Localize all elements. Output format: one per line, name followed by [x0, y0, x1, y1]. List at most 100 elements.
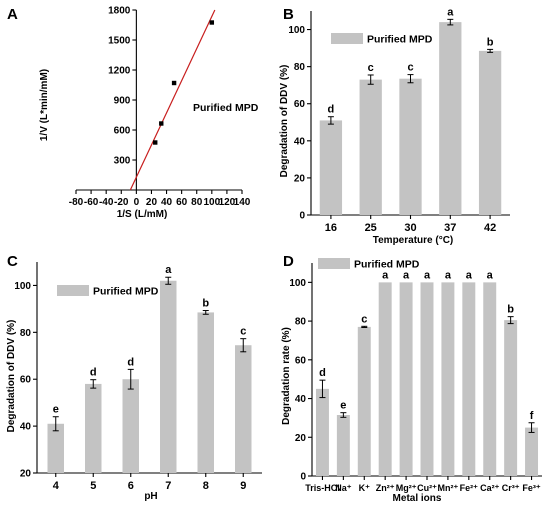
- significance-letter: d: [328, 104, 335, 116]
- x-tick-label: 140: [234, 197, 251, 208]
- bar: [47, 423, 64, 473]
- significance-letter: d: [90, 367, 97, 379]
- x-tick-label: 0: [134, 197, 140, 208]
- x-tick-label: 40: [161, 197, 173, 208]
- significance-letter: d: [127, 356, 134, 368]
- bar: [357, 326, 371, 476]
- bar: [483, 282, 497, 476]
- panel-d-letter: D: [283, 253, 294, 270]
- y-tick-label: 60: [20, 375, 32, 386]
- x-tick-label: Zn²⁺: [376, 483, 395, 493]
- significance-letter: a: [382, 269, 389, 281]
- panel-c-letter: C: [7, 253, 18, 270]
- x-tick-label: Tris-HCl: [305, 483, 340, 493]
- data-point: [171, 80, 177, 86]
- bar: [399, 282, 413, 476]
- legend-label: Purified MPD: [367, 34, 433, 46]
- panel-a-letter: A: [7, 6, 18, 23]
- y-tick-label: 100: [14, 281, 31, 292]
- legend-swatch: [318, 258, 350, 269]
- significance-letter: b: [202, 298, 209, 310]
- x-axis-label: Temperature (°C): [373, 235, 454, 246]
- x-tick-label: 7: [165, 480, 171, 492]
- x-tick-label: K⁺: [359, 483, 370, 493]
- x-axis-label: Metal ions: [393, 493, 442, 504]
- x-axis-label: 1/S (L/mM): [117, 209, 168, 220]
- panel-d-bar-chart: Metal ions Degradation rate (%) 0 20 40 60 8…: [281, 258, 542, 504]
- x-tick-label: 4: [53, 480, 60, 492]
- y-tick-label: 300: [114, 156, 131, 167]
- x-tick-label: 30: [404, 222, 416, 234]
- x-tick-label: 9: [240, 480, 246, 492]
- significance-letter: a: [466, 269, 473, 281]
- y-tick-label: 60: [294, 99, 306, 110]
- significance-letter: e: [53, 404, 59, 416]
- bar: [319, 120, 343, 215]
- x-tick-label: 42: [484, 222, 496, 234]
- bar: [359, 79, 382, 215]
- x-tick-label: -60: [84, 197, 99, 208]
- bar: [462, 282, 476, 476]
- x-tick-label: 37: [444, 222, 456, 234]
- x-axis-label: pH: [144, 491, 157, 502]
- bar: [399, 78, 422, 215]
- legend-label: Purified MPD: [354, 259, 420, 271]
- y-tick-label: 80: [20, 328, 32, 339]
- legend-label: Purified MPD: [93, 286, 159, 298]
- significance-letter: a: [165, 264, 172, 276]
- x-tick-label: -40: [99, 197, 114, 208]
- y-tick-label: 40: [20, 422, 32, 433]
- y-tick-label: 600: [114, 126, 131, 137]
- x-tick-label: 16: [325, 222, 337, 234]
- significance-letter: b: [487, 36, 494, 48]
- y-tick-label: 100: [289, 278, 306, 289]
- x-tick-label: 120: [219, 197, 236, 208]
- x-tick-label: 25: [365, 222, 377, 234]
- y-tick-label: 20: [294, 173, 306, 184]
- x-tick-label: Mg²⁺: [396, 483, 417, 493]
- x-tick-label: 8: [203, 480, 209, 492]
- bar: [160, 280, 177, 473]
- fit-line: [129, 9, 216, 191]
- y-tick-label: 80: [294, 62, 306, 73]
- y-tick-label: 1800: [108, 6, 131, 17]
- x-tick-label: Na⁺: [335, 483, 352, 493]
- y-tick-label: 40: [294, 136, 306, 147]
- significance-letter: a: [487, 269, 494, 281]
- y-tick-label: 60: [295, 355, 307, 366]
- x-tick-label: Cr³⁺: [502, 483, 520, 493]
- x-tick-label: 80: [191, 197, 203, 208]
- significance-letter: a: [403, 269, 410, 281]
- x-tick-label: 60: [176, 197, 188, 208]
- y-tick-label: 80: [295, 317, 307, 328]
- panel-c-bar-chart: pH Degradation of DDV (%) 20 40 60 80 100 4 e 5…: [6, 262, 262, 502]
- significance-letter: c: [407, 62, 413, 74]
- bar: [235, 345, 252, 473]
- y-axis-label: Degradation of DDV (%): [6, 320, 17, 433]
- bar: [197, 312, 214, 473]
- y-axis-label: Degradation rate (%): [281, 327, 292, 425]
- significance-letter: b: [507, 304, 514, 316]
- data-point: [209, 20, 215, 25]
- significance-letter: e: [340, 400, 346, 412]
- x-tick-label: Fe³⁺: [522, 483, 541, 493]
- x-tick-label: 6: [128, 480, 134, 492]
- bar: [336, 415, 350, 476]
- significance-letter: c: [240, 326, 246, 338]
- y-tick-label: 100: [288, 25, 305, 36]
- y-tick-label: 20: [295, 433, 307, 444]
- x-tick-label: 5: [90, 480, 96, 492]
- legend-label: Purified MPD: [193, 102, 259, 114]
- bar: [478, 50, 502, 215]
- significance-letter: c: [368, 62, 374, 74]
- bar: [378, 282, 392, 476]
- x-tick-label: Ca²⁺: [480, 483, 500, 493]
- panel-b-letter: B: [283, 6, 294, 23]
- y-tick-label: 20: [20, 469, 32, 480]
- y-axis-label: 1/V (L*min/mM): [39, 69, 50, 141]
- significance-letter: d: [319, 367, 326, 379]
- panel-a-scatter-chart: Purified MPD 1/S (L/mM) 1/V (L*min/mM) -…: [39, 6, 259, 221]
- bar: [420, 282, 434, 476]
- bar: [122, 379, 139, 473]
